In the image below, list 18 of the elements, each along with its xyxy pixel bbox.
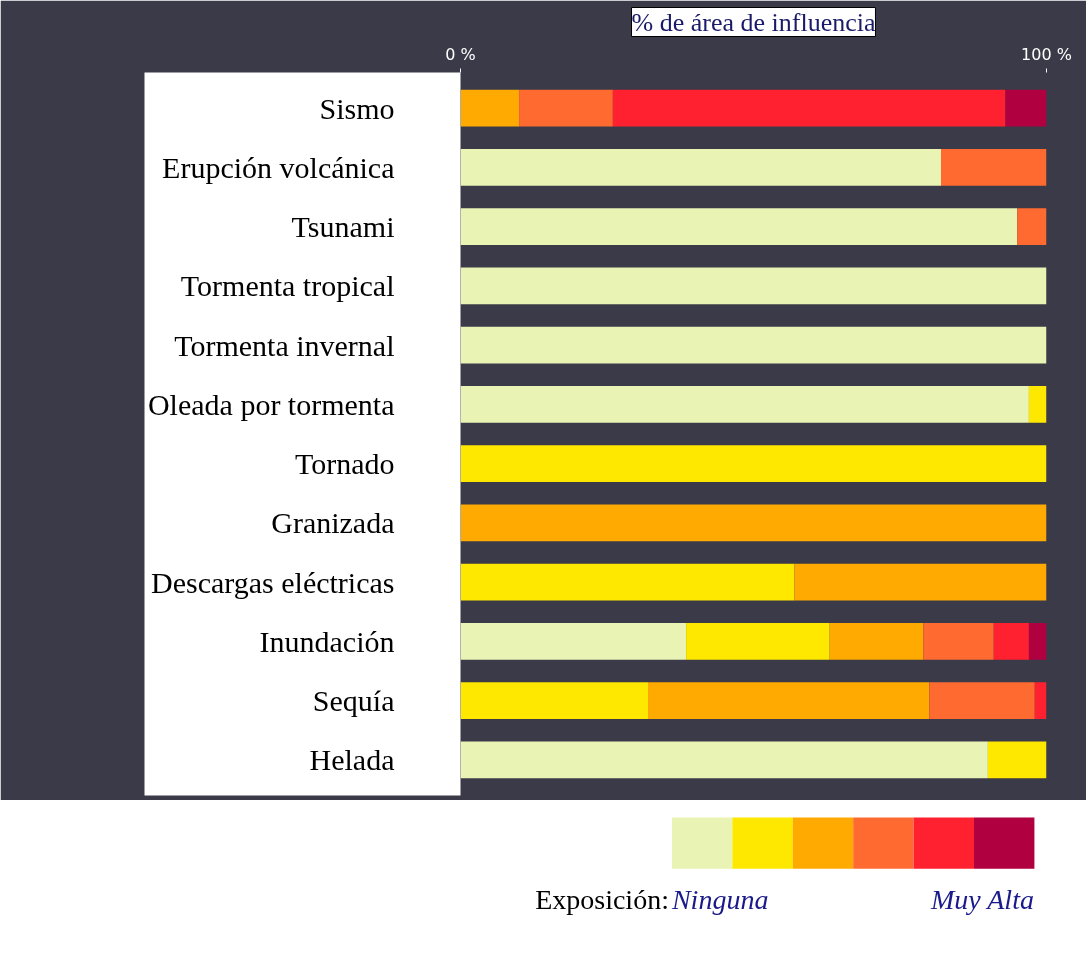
y-tick-label: Erupción volcánica	[162, 150, 395, 184]
y-tick-label: Sequía	[312, 684, 395, 718]
y-tick-label: Granizada	[271, 506, 395, 540]
y-tick-label: Tormenta invernal	[174, 328, 395, 362]
y-tick-label: Sismo	[319, 91, 395, 125]
legend-label: Ninguna	[670, 883, 769, 915]
x-tick-label: 100 %	[1021, 44, 1072, 64]
y-tick-label: Tornado	[294, 447, 395, 481]
legend-label: Muy Alta	[930, 883, 1034, 915]
y-tick-label: Oleada por tormenta	[147, 387, 395, 421]
x-tick-label: 0 %	[445, 44, 476, 64]
legend-title: Exposición:	[535, 883, 669, 915]
y-tick-label: Tormenta tropical	[180, 269, 395, 303]
y-tick-label: Helada	[309, 743, 395, 777]
y-tick-label: Tsunami	[291, 210, 395, 244]
chart-title: % de área de influencia	[631, 7, 876, 37]
y-tick-label: Descargas eléctricas	[151, 565, 395, 599]
y-tick-label: Inundación	[259, 624, 395, 658]
